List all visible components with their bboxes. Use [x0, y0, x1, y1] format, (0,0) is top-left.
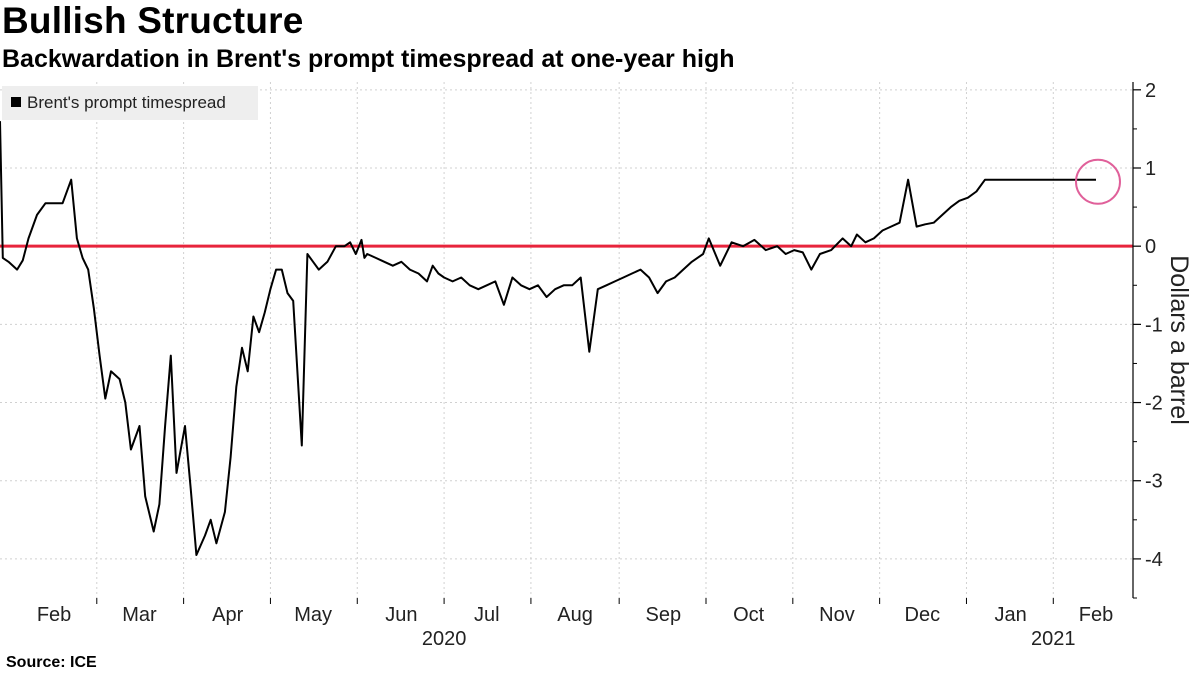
- y-axis-title: Dollars a barrel: [1165, 255, 1193, 425]
- y-tick-label: -2: [1145, 393, 1163, 415]
- grid-lines: [0, 82, 1133, 598]
- y-tick-label: 0: [1145, 236, 1156, 258]
- x-tick-label: Apr: [212, 604, 243, 626]
- legend: Brent's prompt timespread: [2, 86, 258, 120]
- x-tick-label: Nov: [819, 604, 855, 626]
- chart-title: Bullish Structure: [2, 0, 304, 41]
- legend-box: [2, 86, 258, 120]
- highlight-circle: [1074, 158, 1121, 205]
- x-tick-label: May: [294, 604, 332, 626]
- legend-swatch: [11, 97, 21, 107]
- x-tick-label: Mar: [122, 604, 157, 626]
- y-axis: 2 1 0 -1 -2 -3 -4 Dollars a barrel: [1132, 80, 1193, 599]
- x-axis: Feb Mar Apr May Jun Jul Aug Sep Oct Nov Dec Jan Feb2…: [37, 598, 1113, 650]
- x-tick-label: Jan: [994, 604, 1026, 626]
- x-tick-label: Feb: [37, 604, 71, 626]
- y-tick-label: 2: [1145, 80, 1156, 102]
- x-tick-label: Dec: [905, 604, 941, 626]
- source-note: Source: ICE: [6, 654, 97, 671]
- x-tick-label: Sep: [645, 604, 681, 626]
- y-tick-label: -4: [1145, 549, 1163, 571]
- y-tick-label: -3: [1145, 471, 1163, 493]
- x-tick-label: Aug: [557, 604, 593, 626]
- highlight-marker: [1074, 158, 1121, 205]
- legend-label: Brent's prompt timespread: [27, 93, 226, 112]
- x-tick-label: Jun: [385, 604, 417, 626]
- x-year-label: 2021: [1031, 628, 1076, 650]
- x-tick-label: Feb: [1079, 604, 1113, 626]
- x-year-label: 2020: [422, 628, 467, 650]
- chart-subtitle: Backwardation in Brent's prompt timespre…: [2, 45, 735, 73]
- series-lines: [0, 121, 1096, 556]
- x-tick-label: Jul: [474, 604, 500, 626]
- y-tick-label: -1: [1145, 314, 1163, 336]
- x-tick-label: Oct: [733, 604, 765, 626]
- series-line: [0, 121, 1096, 556]
- y-tick-label: 1: [1145, 158, 1156, 180]
